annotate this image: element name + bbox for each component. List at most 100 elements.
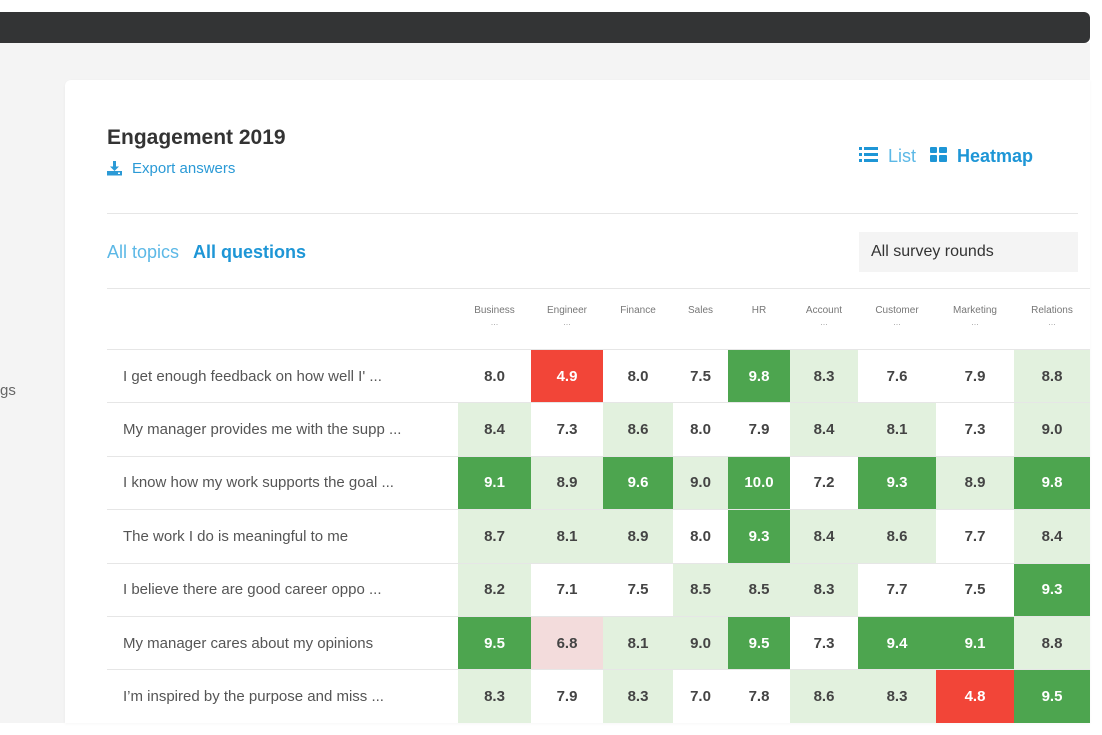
column-header: Business... [458,304,531,327]
heatmap-cell[interactable]: 9.5 [458,616,531,670]
heatmap-cell[interactable]: 9.1 [458,456,531,510]
heatmap-cell[interactable]: 8.0 [673,510,728,563]
heatmap-cell[interactable]: 7.6 [858,350,936,403]
column-header: Customer... [858,304,936,327]
tab-all-topics[interactable]: All topics [107,242,180,262]
survey-card: Engagement 2019 Export answers [65,80,1090,723]
heatmap-cell[interactable]: 7.9 [531,670,603,723]
heatmap-cell[interactable]: 8.6 [603,403,673,456]
heatmap-cell[interactable]: 4.9 [531,350,603,403]
heatmap-cell[interactable]: 8.4 [790,510,858,563]
table-row[interactable]: I’m inspired by the purpose and miss ...… [107,669,1090,723]
heatmap-cell[interactable]: 8.8 [1014,616,1090,670]
heatmap-view-button[interactable]: Heatmap [930,146,1033,167]
heatmap-cell[interactable]: 8.0 [673,403,728,456]
download-icon [107,161,122,176]
heatmap-cell[interactable]: 8.1 [858,403,936,456]
column-header-label: Relations [1031,305,1073,316]
heatmap-cell[interactable]: 7.5 [936,563,1014,616]
heatmap-cell[interactable]: 8.9 [531,456,603,510]
heatmap-cell[interactable]: 8.9 [936,456,1014,510]
question-text: I’m inspired by the purpose and miss ... [123,688,384,706]
heatmap-cell[interactable]: 7.7 [936,510,1014,563]
heatmap-cell[interactable]: 4.8 [936,670,1014,723]
heatmap-cell[interactable]: 8.5 [728,563,790,616]
export-answers-link[interactable]: Export answers [107,160,235,177]
heatmap-cell[interactable]: 7.3 [531,403,603,456]
column-header-label: Account [805,305,843,316]
heatmap-cell[interactable]: 9.0 [673,616,728,670]
heatmap-cell[interactable]: 7.0 [673,670,728,723]
question-text: My manager provides me with the supp ... [123,421,402,439]
survey-rounds-select[interactable]: All survey rounds [859,232,1078,272]
heatmap-cell[interactable]: 8.6 [858,510,936,563]
heatmap-cell[interactable]: 8.3 [603,670,673,723]
column-header-label: HR [751,305,767,316]
sidebar-item-fragment[interactable]: gs [0,382,16,399]
heatmap-cell[interactable]: 9.3 [858,456,936,510]
heatmap-cell[interactable]: 8.4 [1014,510,1090,563]
heatmap-cell[interactable]: 9.6 [603,456,673,510]
heatmap-cell[interactable]: 7.9 [936,350,1014,403]
heatmap-cell[interactable]: 9.1 [936,616,1014,670]
heatmap-table: I get enough feedback on how well I' ...… [107,349,1090,723]
heatmap-cell[interactable]: 9.0 [673,456,728,510]
heatmap-cell[interactable]: 9.4 [858,616,936,670]
column-header: Marketing... [936,304,1014,327]
heatmap-cell[interactable]: 7.1 [531,563,603,616]
heatmap-cell[interactable]: 9.0 [1014,403,1090,456]
heatmap-cell[interactable]: 8.4 [458,403,531,456]
heatmap-cell[interactable]: 8.8 [1014,350,1090,403]
heatmap-cell[interactable]: 9.8 [1014,456,1090,510]
heatmap-cell[interactable]: 8.5 [673,563,728,616]
list-view-button[interactable]: List [859,146,916,167]
question-text: I know how my work supports the goal ... [123,474,394,492]
question-tabs: All topics All questions [107,242,306,263]
heatmap-cell[interactable]: 7.5 [603,563,673,616]
table-row[interactable]: The work I do is meaningful to me 8.7 8.1 8… [107,509,1090,563]
heatmap-cell[interactable]: 9.3 [728,510,790,563]
list-icon [859,146,878,167]
heatmap-cell[interactable]: 9.3 [1014,563,1090,616]
heatmap-cell[interactable]: 9.8 [728,350,790,403]
heatmap-cell[interactable]: 8.3 [790,350,858,403]
column-header-ellipsis: ... [563,317,571,327]
heatmap-cell[interactable]: 7.8 [728,670,790,723]
table-row[interactable]: My manager provides me with the supp ...… [107,402,1090,456]
heatmap-cell[interactable]: 8.4 [790,403,858,456]
heatmap-cell[interactable]: 9.5 [1014,670,1090,723]
heatmap-cell[interactable]: 8.1 [531,510,603,563]
heatmap-cell[interactable]: 8.1 [603,616,673,670]
column-header-ellipsis: ... [1048,317,1056,327]
heatmap-cell[interactable]: 8.0 [603,350,673,403]
tab-all-questions[interactable]: All questions [193,242,307,262]
heatmap-cell[interactable]: 8.9 [603,510,673,563]
heatmap-cell[interactable]: 8.3 [858,670,936,723]
heatmap-cell[interactable]: 8.2 [458,563,531,616]
heatmap-cell[interactable]: 6.8 [531,616,603,670]
heatmap-cell[interactable]: 7.5 [673,350,728,403]
question-text: I get enough feedback on how well I' ... [123,367,382,385]
list-view-label: List [888,146,917,166]
heatmap-cell[interactable]: 8.3 [790,563,858,616]
column-header: Engineer... [531,304,603,327]
table-row[interactable]: I know how my work supports the goal ...… [107,455,1090,510]
heatmap-cell[interactable]: 7.3 [936,403,1014,456]
heatmap-cell[interactable]: 7.7 [858,563,936,616]
column-header: Finance [603,304,673,317]
heatmap-cell[interactable]: 8.7 [458,510,531,563]
heatmap-cell[interactable]: 10.0 [728,456,790,510]
table-row[interactable]: I believe there are good career oppo ...… [107,562,1090,616]
heatmap-cell[interactable]: 8.0 [458,350,531,403]
column-header-ellipsis: ... [490,317,499,327]
heatmap-cell[interactable]: 8.3 [458,670,531,723]
heatmap-cell[interactable]: 7.9 [728,403,790,456]
heatmap-cell[interactable]: 7.3 [790,616,858,670]
table-row[interactable]: I get enough feedback on how well I' ...… [107,349,1090,403]
column-header-label: Engineer [546,305,588,316]
heatmap-cell[interactable]: 9.5 [728,616,790,670]
column-header-ellipsis: ... [820,317,828,327]
heatmap-cell[interactable]: 8.6 [790,670,858,723]
table-row[interactable]: My manager cares about my opinions 9.5 6.8… [107,615,1090,670]
heatmap-cell[interactable]: 7.2 [790,456,858,510]
